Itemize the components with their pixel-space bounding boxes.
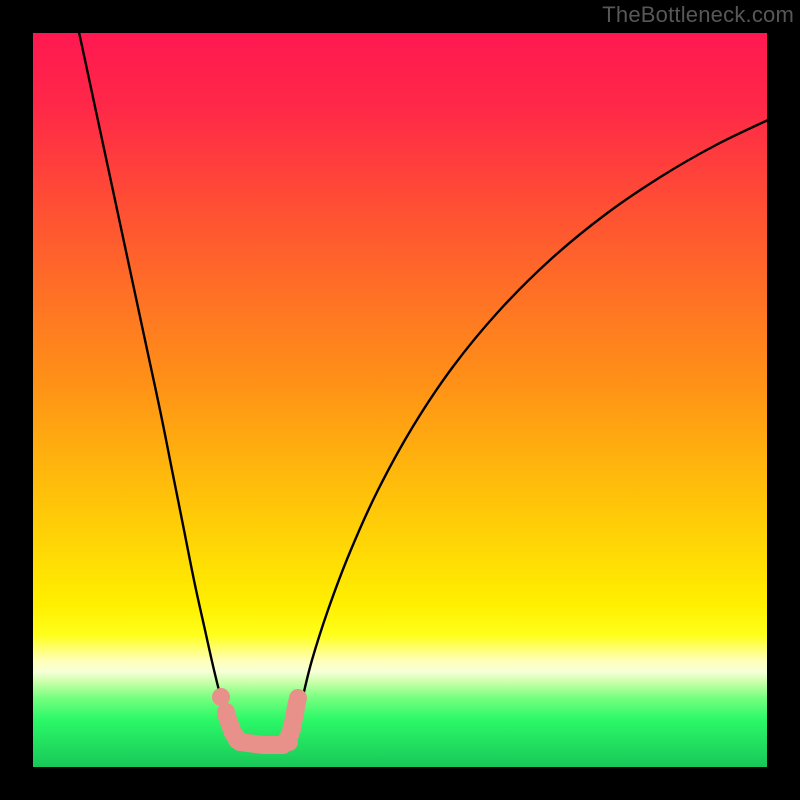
bottleneck-curve [0, 0, 800, 800]
watermark-text: TheBottleneck.com [602, 2, 794, 28]
chart-canvas: TheBottleneck.com [0, 0, 800, 800]
